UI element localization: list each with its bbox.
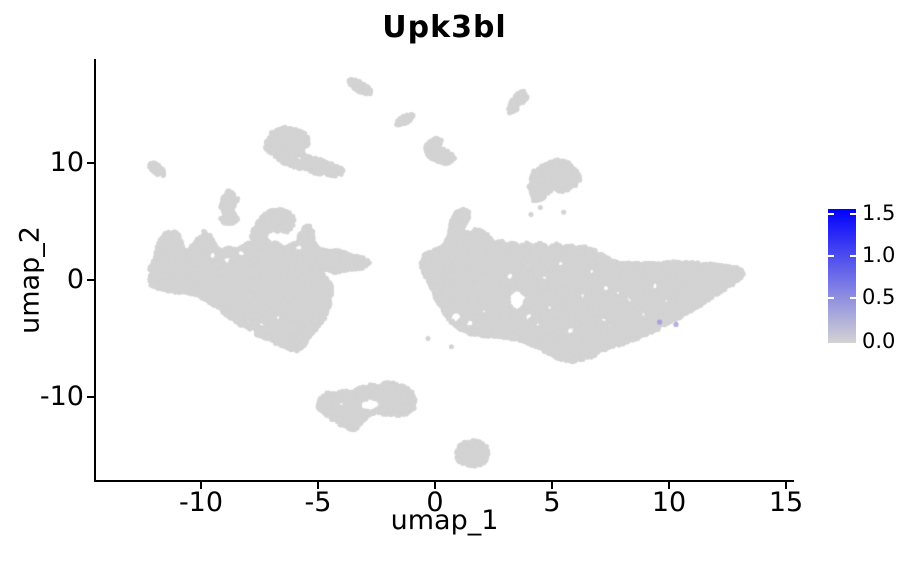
colorbar-tick [828,255,834,257]
y-axis-title: umap_2 [14,226,46,334]
y-tick-label: 0 [66,264,84,295]
y-tick-mark [87,396,95,398]
x-axis-line [95,480,794,482]
y-axis-line [94,59,96,482]
x-axis-title: umap_1 [390,505,499,536]
y-tick-label: -10 [39,381,84,412]
x-tick-mark [317,482,319,489]
colorbar-tick [828,213,834,215]
colorbar-gradient [828,209,856,343]
x-tick-label: 10 [651,487,687,518]
y-tick-mark [87,279,95,281]
colorbar-tick [850,213,856,215]
legend-label-0-0: 0.0 [862,329,896,353]
legend-label-1-0: 1.0 [862,243,896,267]
x-tick-mark [434,482,436,489]
x-tick-label: 5 [543,487,561,518]
colorbar-tick [850,255,856,257]
x-tick-label: -10 [178,487,224,518]
plot-title: Upk3bl [382,10,507,45]
y-tick-label: 10 [49,147,84,178]
x-tick-mark [551,482,553,489]
legend-label-0-5: 0.5 [862,285,896,309]
x-tick-mark [668,482,670,489]
x-tick-label: 15 [768,487,804,518]
x-tick-label: -5 [304,487,332,518]
x-tick-label: 0 [426,487,444,518]
colorbar-tick [850,297,856,299]
colorbar-tick [828,297,834,299]
x-tick-mark [200,482,202,489]
x-tick-mark [785,482,787,489]
y-tick-mark [87,162,95,164]
legend-label-1-5: 1.5 [862,201,896,225]
